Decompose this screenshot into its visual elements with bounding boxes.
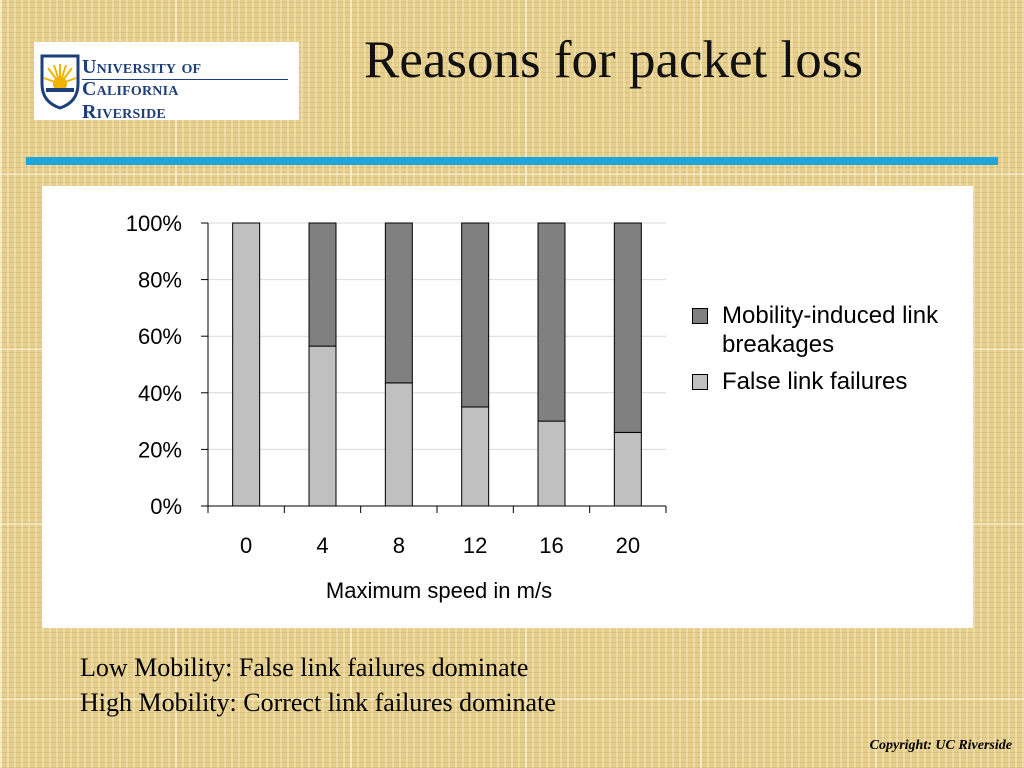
- bar-segment: [613, 431, 642, 507]
- y-tick-label: 100%: [126, 211, 182, 236]
- bar-segment: [537, 222, 566, 422]
- slide-title: Reasons for packet loss: [364, 31, 863, 89]
- legend-label-mobility: Mobility-induced link breakages: [722, 302, 939, 358]
- bar-segment: [384, 222, 413, 384]
- legend-item-mobility: Mobility-induced link breakages: [692, 302, 972, 360]
- x-tick-label: 4: [316, 533, 328, 558]
- bar-segment: [232, 222, 261, 507]
- bar-segment: [384, 382, 413, 507]
- logo-line-campus: Riverside: [82, 100, 166, 123]
- logo-line-university: University of California: [82, 56, 202, 101]
- chart-legend: Mobility-induced link breakages False li…: [692, 302, 972, 404]
- x-tick-label: 0: [240, 533, 252, 558]
- title-underline: [26, 157, 998, 165]
- note-high-mobility: High Mobility: Correct link failures dom…: [80, 688, 556, 718]
- y-tick-label: 60%: [138, 324, 182, 349]
- y-tick-label: 20%: [138, 437, 182, 462]
- bar-segment: [613, 222, 642, 433]
- bar-segment: [308, 222, 337, 347]
- note-low-mobility: Low Mobility: False link failures domina…: [80, 653, 529, 682]
- x-axis-label: Maximum speed in m/s: [326, 578, 552, 603]
- university-logo: University of California Riverside: [34, 42, 299, 123]
- chart-panel: 0% 20% 40% 60% 80% 100% 0 4 8 12 16 20 Maximum speed…: [42, 186, 973, 628]
- legend-swatch-light: [692, 373, 708, 390]
- bar-segment: [537, 420, 566, 507]
- x-tick-label: 12: [463, 533, 487, 558]
- logo-divider: [82, 79, 288, 80]
- legend-item-false-failures: False link failures: [692, 368, 972, 397]
- stacked-bar-chart: 0% 20% 40% 60% 80% 100% 0 4 8 12 16 20 Maximum speed…: [126, 211, 667, 603]
- legend-swatch-dark: [692, 308, 708, 324]
- x-tick-label: 8: [393, 533, 405, 558]
- slide-notes: Low Mobility: False link failures domina…: [80, 650, 556, 720]
- bar-segment: [461, 222, 490, 408]
- bar-segment: [308, 345, 337, 507]
- seal-icon: [40, 54, 80, 110]
- legend-label-false-failures: False link failures: [722, 367, 908, 395]
- y-tick-label: 0%: [150, 494, 182, 519]
- x-tick-label: 16: [539, 533, 563, 558]
- y-tick-label: 80%: [138, 268, 182, 293]
- copyright-text: Copyright: UC Riverside: [869, 738, 1012, 753]
- x-tick-label: 20: [616, 533, 640, 558]
- y-tick-label: 40%: [138, 381, 182, 406]
- bar-segment: [461, 406, 490, 507]
